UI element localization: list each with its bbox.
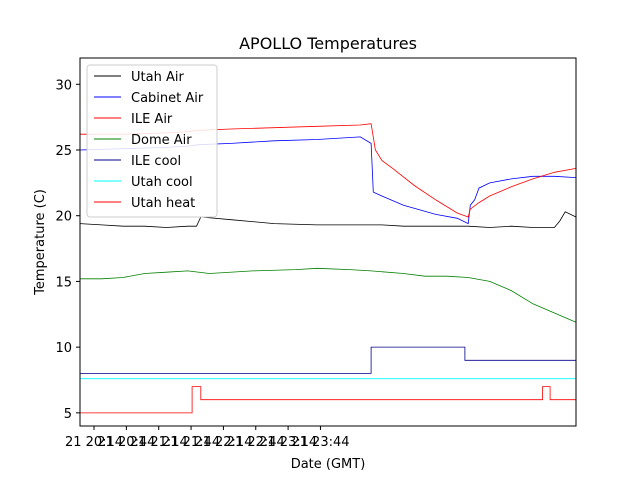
x-tick-label: 21 20:14: [65, 435, 123, 450]
x-tick-label: 21 20:44: [97, 435, 155, 450]
y-tick-label: 10: [55, 341, 72, 356]
legend-label-utah-air: Utah Air: [131, 70, 184, 85]
y-axis: 5 10 15 20 25 30: [55, 78, 80, 422]
chart-title: APOLLO Temperatures: [239, 34, 417, 53]
legend-label-ile-air: ILE Air: [131, 112, 173, 127]
legend-box: [86, 64, 218, 218]
legend-label-dome-air: Dome Air: [131, 133, 192, 148]
x-tick-label: 21 23:44: [291, 435, 349, 450]
y-tick-label: 15: [55, 275, 72, 290]
y-tick-label: 5: [64, 407, 72, 422]
legend-label-utah-cool: Utah cool: [131, 175, 193, 190]
x-tick-label: 21 23:14: [259, 435, 317, 450]
legend-label-utah-heat: Utah heat: [131, 196, 195, 211]
series-line-ile-cool: [80, 346, 576, 374]
x-tick-label: 21 21:14: [130, 435, 188, 450]
y-tick-label: 30: [55, 78, 72, 93]
x-tick-label: 21 21:44: [162, 435, 220, 450]
x-axis-label: Date (GMT): [291, 457, 366, 472]
x-tick-label: 21 22:14: [194, 435, 252, 450]
x-tick-label: 21 22:44: [227, 435, 285, 450]
plot-frame: [79, 57, 577, 427]
series-line-utah-air: [79, 211, 577, 228]
series-line-dome-air: [80, 267, 577, 323]
series-line-utah-heat: [80, 386, 576, 414]
legend-label-ile-cool: ILE cool: [131, 154, 181, 169]
y-tick-label: 25: [55, 144, 72, 159]
y-tick-label: 20: [55, 210, 72, 225]
legend-label-cabinet-air: Cabinet Air: [131, 91, 204, 106]
legend: Utah Air Cabinet Air ILE Air Dome Air ILE co…: [86, 64, 218, 218]
y-axis-label: Temperature (C): [33, 189, 48, 296]
